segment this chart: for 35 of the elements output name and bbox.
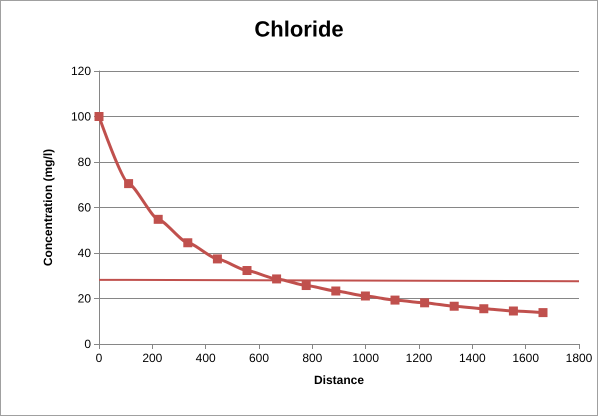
- x-tick-label: 0: [96, 351, 103, 365]
- point: [360, 291, 370, 300]
- y-tick-label: 20: [78, 292, 92, 306]
- y-tick-label: 0: [84, 337, 92, 351]
- point: [302, 281, 311, 290]
- point: [420, 298, 430, 308]
- chart-title: Chloride: [254, 16, 344, 42]
- point: [479, 304, 488, 314]
- y-axis-title: Concentration (mg/l): [41, 148, 55, 266]
- point: [212, 254, 222, 264]
- point: [154, 214, 163, 224]
- y-tick-label: 80: [78, 155, 92, 169]
- point: [183, 238, 192, 248]
- x-axis-title: Distance: [314, 373, 364, 387]
- point: [124, 179, 134, 188]
- y-tick-label: 100: [70, 110, 92, 124]
- point: [272, 274, 282, 284]
- x-tick-label: 600: [248, 351, 270, 365]
- x-tick-label: 800: [302, 351, 323, 365]
- x-tick-label: 200: [142, 351, 163, 365]
- y-tick-label: 120: [70, 64, 92, 78]
- x-tick-label: 1400: [458, 351, 486, 365]
- x-tick-label: 1600: [512, 351, 540, 365]
- x-tick-label: 1200: [406, 351, 433, 365]
- point: [331, 286, 340, 296]
- point: [450, 302, 459, 311]
- y-tick-label: 60: [78, 200, 92, 214]
- x-tick-label: 1000: [352, 351, 380, 365]
- y-tick-label: 40: [78, 246, 92, 260]
- x-tick-label: 400: [196, 351, 216, 365]
- point: [538, 308, 548, 318]
- point: [242, 266, 252, 276]
- point: [390, 296, 400, 305]
- point: [508, 306, 518, 316]
- x-tick-label: 1800: [566, 351, 593, 365]
